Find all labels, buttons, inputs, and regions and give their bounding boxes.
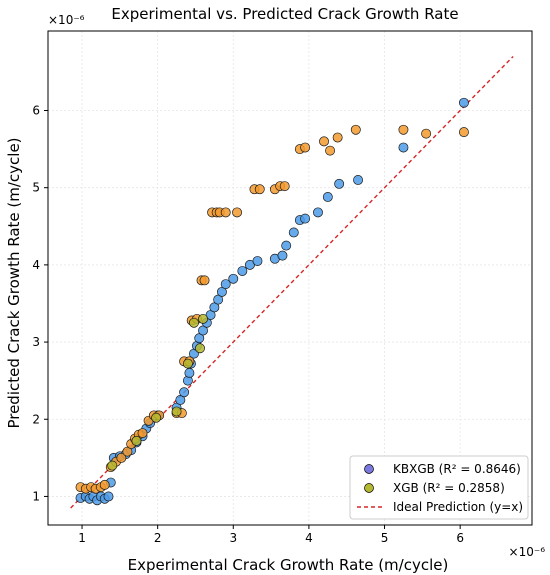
- kbxgb-data-point: [313, 207, 323, 218]
- xgb-data-point: [107, 460, 118, 471]
- legend-xgb-marker: [364, 483, 374, 493]
- xgb-data-point: [220, 207, 231, 218]
- x-tick-label: 6: [456, 531, 464, 545]
- kbxgb-data-point: [277, 250, 288, 261]
- legend-ideal-label: Ideal Prediction (y=x): [393, 500, 523, 514]
- xgb-data-point: [189, 317, 199, 328]
- xgb-data-point: [421, 128, 432, 139]
- kbxgb-data-point: [228, 273, 239, 284]
- x-tick-label: 5: [381, 531, 389, 545]
- y-tick-label: 3: [32, 335, 40, 349]
- xgb-data-point: [137, 428, 148, 439]
- y-axis-label: Predicted Crack Growth Rate (m/cycle): [5, 137, 23, 428]
- kbxgb-data-point: [179, 387, 190, 398]
- legend-box: [349, 455, 529, 520]
- legend-xgb-label: XGB (R² = 0.2858): [393, 481, 505, 495]
- x-offset-label: ×10⁻⁶: [509, 545, 546, 559]
- plot-frame: [47, 30, 533, 526]
- x-axis-ticks: 1 2 3 4 5 6: [78, 525, 464, 545]
- kbxgb-data-point: [220, 279, 231, 290]
- kbxgb-data-point: [103, 491, 114, 502]
- xgb-data-point: [300, 142, 311, 153]
- xgb-data-point: [99, 479, 110, 490]
- xgb-data-point: [151, 412, 162, 423]
- grid-lines: [48, 31, 532, 525]
- kbxgb-data-point: [281, 240, 292, 251]
- xgb-data-point: [350, 124, 361, 135]
- xgb-data-point: [116, 452, 127, 463]
- y-tick-label: 4: [32, 258, 40, 272]
- xgb-data-point: [171, 406, 182, 417]
- y-tick-label: 1: [32, 489, 40, 503]
- xgb-data-point: [325, 145, 336, 156]
- kbxgb-data-point: [398, 142, 409, 153]
- x-tick-label: 2: [154, 531, 162, 545]
- xgb-data-point: [319, 136, 329, 147]
- xgb-data-point: [279, 181, 290, 192]
- kbxgb-data-point: [252, 256, 263, 266]
- chart-title: Experimental vs. Predicted Crack Growth …: [111, 5, 458, 23]
- xgb-data-point: [254, 184, 265, 195]
- y-offset-label: ×10⁻⁶: [48, 13, 85, 27]
- x-axis-label: Experimental Crack Growth Rate (m/cycle): [128, 556, 449, 574]
- kbxgb-data-point: [458, 97, 469, 108]
- xgb-data-point: [199, 275, 210, 286]
- x-tick-label: 4: [305, 531, 313, 545]
- kbxgb-data-point: [322, 192, 333, 202]
- xgb-data-point: [332, 132, 343, 143]
- legend-kbxgb-label: KBXGB (R² = 0.8646): [393, 462, 521, 476]
- y-tick-label: 5: [32, 181, 40, 195]
- legend-kbxgb-marker: [364, 464, 374, 474]
- data-points-layer: [75, 97, 469, 506]
- x-tick-label: 3: [229, 531, 237, 545]
- legend: KBXGB (R² = 0.8646) XGB (R² = 0.2858) Id…: [349, 455, 529, 520]
- y-axis-ticks: 1 2 3 4 5 6: [32, 104, 48, 503]
- kbxgb-data-point: [300, 213, 311, 224]
- x-tick-label: 1: [78, 531, 86, 545]
- y-tick-label: 2: [32, 412, 40, 426]
- xgb-data-point: [458, 127, 469, 138]
- xgb-data-point: [131, 435, 142, 446]
- kbxgb-data-point: [353, 175, 364, 185]
- xgb-data-point: [198, 313, 208, 324]
- kbxgb-data-point: [288, 227, 299, 238]
- kbxgb-data-point: [184, 367, 195, 378]
- xgb-data-point: [398, 124, 409, 135]
- y-tick-label: 6: [32, 104, 40, 118]
- xgb-data-point: [195, 343, 205, 354]
- kbxgb-data-point: [237, 266, 248, 277]
- xgb-data-point: [232, 207, 243, 218]
- xgb-data-point: [182, 358, 193, 369]
- kbxgb-data-point: [334, 178, 345, 189]
